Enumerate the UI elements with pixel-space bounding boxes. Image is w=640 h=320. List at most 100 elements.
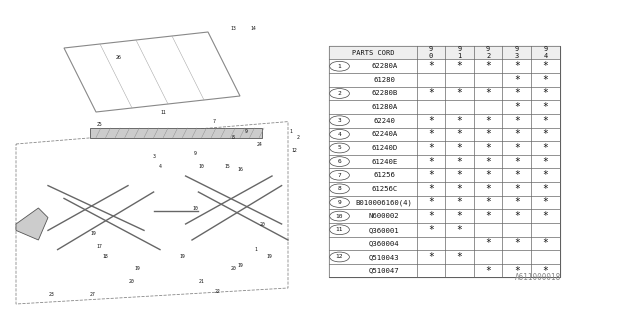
Text: 20: 20 [129, 279, 134, 284]
Text: 3: 3 [338, 118, 341, 123]
Text: 10: 10 [193, 205, 198, 211]
Text: Q510043: Q510043 [369, 254, 399, 260]
Text: 21: 21 [199, 279, 204, 284]
Text: *: * [456, 143, 463, 153]
Text: 16: 16 [237, 167, 243, 172]
Text: 20: 20 [231, 266, 236, 271]
Text: 4: 4 [338, 132, 341, 137]
Text: 9
4: 9 4 [543, 46, 547, 59]
Text: *: * [428, 143, 434, 153]
Text: 9
1: 9 1 [458, 46, 461, 59]
Text: 9
0: 9 0 [429, 46, 433, 59]
Text: *: * [456, 88, 463, 99]
Text: A611000018: A611000018 [515, 273, 561, 282]
Text: *: * [514, 170, 520, 180]
Text: 62240: 62240 [373, 118, 395, 124]
Text: *: * [485, 184, 491, 194]
Text: *: * [485, 211, 491, 221]
Text: 10: 10 [199, 164, 204, 169]
Text: *: * [428, 129, 434, 139]
Text: *: * [428, 61, 434, 71]
Text: *: * [485, 197, 491, 207]
Text: *: * [542, 75, 548, 85]
Text: 12: 12 [292, 148, 297, 153]
Text: *: * [456, 170, 463, 180]
Text: *: * [485, 156, 491, 167]
Text: 24: 24 [257, 141, 262, 147]
Bar [329, 60, 559, 73]
Bar [329, 73, 559, 87]
Text: *: * [542, 197, 548, 207]
Text: 61280: 61280 [373, 77, 395, 83]
Text: B010006160(4): B010006160(4) [356, 199, 413, 206]
Polygon shape [90, 128, 262, 138]
FancyBboxPatch shape [329, 46, 559, 277]
Text: 9
3: 9 3 [515, 46, 519, 59]
Text: 18: 18 [103, 253, 108, 259]
Text: 7: 7 [213, 119, 216, 124]
Text: *: * [485, 88, 491, 99]
Bar [329, 128, 559, 141]
Text: 1: 1 [290, 129, 292, 134]
Text: 26: 26 [116, 55, 121, 60]
Bar [329, 264, 559, 277]
Text: 19: 19 [135, 266, 140, 271]
Text: *: * [456, 197, 463, 207]
Text: *: * [542, 238, 548, 248]
Bar [329, 114, 559, 128]
Text: *: * [542, 184, 548, 194]
Text: 3: 3 [152, 154, 155, 159]
Text: *: * [542, 266, 548, 276]
Text: 19: 19 [237, 263, 243, 268]
Text: 13: 13 [231, 26, 236, 31]
Text: 2: 2 [338, 91, 341, 96]
Text: 1: 1 [338, 64, 341, 69]
Text: *: * [514, 61, 520, 71]
Text: 22: 22 [215, 289, 220, 294]
Text: 5: 5 [338, 146, 341, 150]
Text: Q360001: Q360001 [369, 227, 399, 233]
Text: *: * [456, 61, 463, 71]
Text: *: * [428, 225, 434, 235]
Text: *: * [514, 143, 520, 153]
Text: *: * [542, 156, 548, 167]
Text: *: * [542, 61, 548, 71]
Text: Q510047: Q510047 [369, 268, 399, 274]
Text: *: * [485, 170, 491, 180]
Text: *: * [514, 116, 520, 126]
Text: 62280B: 62280B [371, 91, 397, 96]
Text: 61280A: 61280A [371, 104, 397, 110]
Text: *: * [542, 211, 548, 221]
Text: *: * [456, 184, 463, 194]
Bar [329, 196, 559, 209]
Bar [329, 223, 559, 236]
Text: 8: 8 [232, 135, 235, 140]
Text: 61240D: 61240D [371, 145, 397, 151]
Text: 14: 14 [250, 26, 255, 31]
Bar [329, 46, 559, 60]
Text: *: * [542, 116, 548, 126]
Text: *: * [485, 266, 491, 276]
Text: 9
2: 9 2 [486, 46, 490, 59]
Text: *: * [456, 156, 463, 167]
Text: *: * [428, 116, 434, 126]
Text: 9: 9 [338, 200, 341, 205]
Bar [329, 141, 559, 155]
Text: 7: 7 [338, 173, 341, 178]
Text: 19: 19 [266, 253, 271, 259]
Text: *: * [428, 156, 434, 167]
Text: *: * [428, 211, 434, 221]
Text: 11: 11 [336, 227, 343, 232]
Bar [329, 87, 559, 100]
Text: 20: 20 [260, 221, 265, 227]
Text: 15: 15 [225, 164, 230, 169]
Text: 8: 8 [338, 186, 341, 191]
Text: *: * [428, 170, 434, 180]
Text: 61240E: 61240E [371, 159, 397, 164]
Text: *: * [428, 184, 434, 194]
Text: 27: 27 [90, 292, 95, 297]
Text: *: * [514, 156, 520, 167]
Text: 62280A: 62280A [371, 63, 397, 69]
Bar [329, 236, 559, 250]
Text: 10: 10 [336, 213, 343, 219]
